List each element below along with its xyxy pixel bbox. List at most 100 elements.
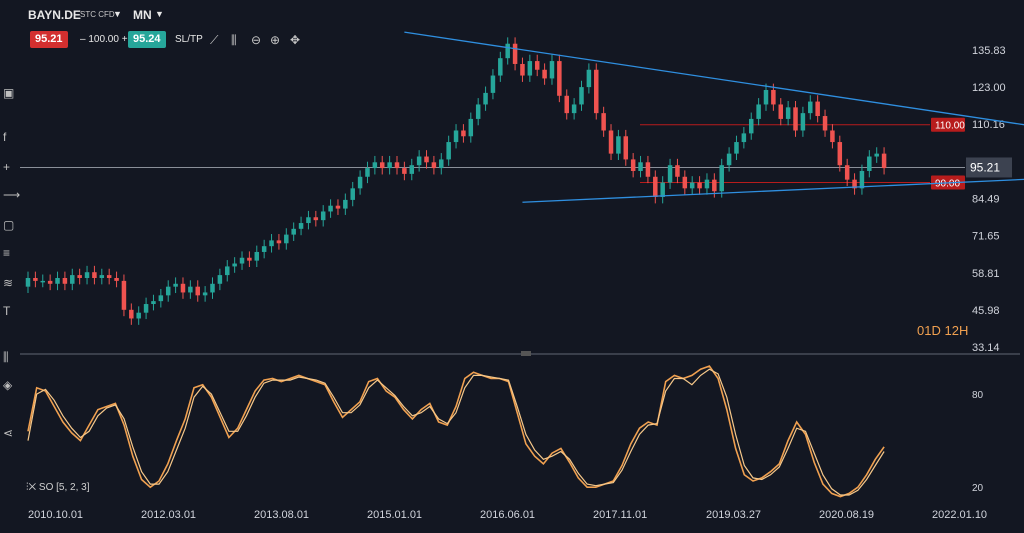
candle-chart-icon[interactable]: ⫼ — [231, 33, 237, 47]
layers-icon[interactable]: ◈ — [3, 378, 13, 392]
current-price-label: 95.21 — [970, 160, 1000, 174]
tf-h[interactable]: H — [958, 323, 969, 338]
candle-body — [379, 162, 385, 169]
candle-body — [158, 295, 164, 302]
zoom-in-icon[interactable]: ⊕ — [270, 33, 281, 47]
tf-d[interactable]: D — [931, 323, 941, 338]
share-icon[interactable]: ⋖ — [3, 426, 14, 440]
tf-12[interactable]: 12 — [944, 323, 959, 338]
candle-body — [822, 116, 828, 131]
candle-body — [291, 228, 296, 235]
text-tool-icon[interactable]: T — [3, 304, 11, 318]
crosshair-icon[interactable]: + — [3, 160, 11, 174]
candle-body — [653, 176, 658, 198]
candle-body — [269, 240, 274, 247]
rectangle-tool-icon[interactable]: ▢ — [3, 218, 15, 232]
square-tool-icon[interactable]: ▣ — [3, 86, 15, 100]
candle-body — [778, 104, 784, 119]
candle-body — [335, 205, 341, 209]
function-icon[interactable]: f — [3, 130, 7, 144]
x-tick-label: 2017.11.01 — [593, 509, 647, 521]
buy-price-button[interactable]: 95.24 — [128, 31, 166, 48]
candle-body — [84, 272, 90, 278]
candle-body — [129, 309, 134, 319]
line-chart-icon[interactable]: ⟋ — [210, 33, 219, 47]
candle-body — [151, 301, 156, 305]
x-tick-label: 2020.08.19 — [819, 509, 874, 521]
candle-body — [165, 286, 171, 296]
candle-body — [210, 283, 215, 293]
candle-body — [254, 251, 260, 261]
candle-body — [180, 283, 186, 293]
candle-body — [586, 69, 592, 88]
indicator-icon[interactable]: ⫼ — [3, 350, 9, 364]
zoom-out-icon[interactable]: ⊖ — [251, 33, 262, 47]
current-price-box — [966, 157, 1012, 178]
oscillator-label: ⫶✕ SO [5, 2, 3] — [26, 482, 90, 493]
candle-body — [785, 107, 791, 119]
candle-body — [343, 199, 348, 209]
timeframe-dropdown-icon[interactable]: ▼ — [155, 9, 164, 19]
candle-body — [756, 104, 761, 119]
candle-body — [564, 95, 569, 114]
quantity-stepper[interactable]: – 100.00 + — [80, 34, 128, 45]
candle-body — [402, 168, 407, 174]
candle-body — [726, 153, 732, 166]
candle-body — [47, 280, 53, 284]
candle-body — [741, 133, 747, 143]
sltp-button[interactable]: SL/TP — [175, 34, 203, 45]
candle-body — [114, 277, 119, 281]
y-tick-label: 84.49 — [972, 193, 1000, 205]
candle-body — [675, 165, 680, 177]
pattern-tool-icon[interactable]: ≋ — [3, 276, 14, 290]
sell-price-button[interactable]: 95.21 — [30, 31, 68, 48]
candle-body — [446, 142, 451, 160]
candle-body — [594, 69, 599, 114]
candle-body — [667, 165, 673, 183]
candle-body — [70, 275, 75, 284]
instrument-dropdown-icon[interactable]: ▼ — [113, 9, 122, 19]
fibonacci-icon[interactable]: ≡ — [3, 246, 11, 260]
candle-body — [549, 61, 555, 79]
candle-body — [645, 162, 651, 177]
y-tick-label: 71.65 — [972, 231, 1000, 243]
price-level-label: 110.00 — [935, 121, 965, 132]
candle-body — [121, 280, 127, 310]
move-icon[interactable]: ✥ — [290, 33, 301, 47]
tf-01[interactable]: 01 — [917, 323, 932, 338]
candle-body — [734, 142, 739, 154]
candle-body — [453, 130, 459, 143]
candle-body — [468, 118, 474, 137]
candle-body — [439, 159, 444, 169]
candle-body — [365, 168, 370, 177]
line-tool-icon[interactable]: ⟶ — [3, 188, 21, 202]
candle-body — [387, 162, 392, 169]
candle-body — [416, 156, 422, 166]
timeframe-switch[interactable]: 01D 12H — [917, 323, 968, 338]
candle-body — [520, 63, 525, 76]
oscillator-settings-icon[interactable]: ⫶✕ — [26, 482, 39, 493]
candle-body — [195, 286, 200, 296]
candle-body — [608, 130, 614, 154]
candle-body — [800, 113, 806, 131]
candle-body — [808, 101, 813, 114]
candle-body — [859, 170, 865, 189]
candle-body — [62, 277, 68, 284]
candle-body — [475, 104, 481, 119]
candle-body — [771, 89, 776, 105]
panel-resize-handle — [521, 351, 531, 356]
y-tick-label: 45.98 — [972, 305, 1000, 317]
symbol-label[interactable]: BAYN.DE — [28, 8, 81, 22]
candle-body — [202, 292, 208, 296]
oscillator-line — [27, 368, 885, 496]
y-tick-label: 135.83 — [972, 45, 1006, 57]
candle-body — [579, 87, 584, 105]
candle-body — [704, 179, 710, 189]
candle-body — [225, 266, 230, 276]
candle-body — [793, 107, 798, 131]
candle-body — [217, 275, 223, 284]
candle-body — [239, 257, 245, 264]
timeframe-label[interactable]: MN — [133, 8, 152, 22]
candle-body — [247, 257, 252, 261]
